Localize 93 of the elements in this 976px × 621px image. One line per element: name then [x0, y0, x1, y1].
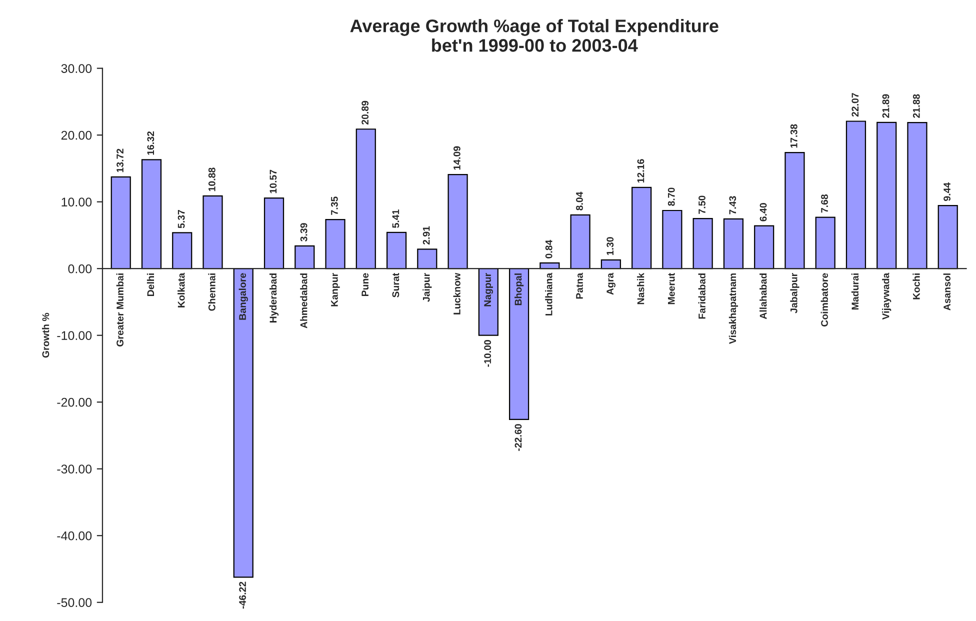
- bar: [233, 268, 254, 578]
- y-tick-label: -40.00: [57, 531, 92, 540]
- x-tick-label: Bangalore: [238, 273, 248, 320]
- data-label: 7.50: [698, 196, 706, 214]
- data-label: 7.43: [729, 196, 736, 214]
- bar: [264, 197, 284, 270]
- bar: [386, 232, 407, 270]
- x-tick-label: Nagpur: [484, 273, 493, 306]
- x-tick-label: Nashik: [637, 272, 644, 304]
- bar: [815, 216, 836, 270]
- x-tick-label: Faridabad: [698, 273, 706, 319]
- y-tick-label: 20.00: [61, 130, 92, 140]
- x-tick-label: Asansol: [943, 274, 950, 310]
- bar: [202, 195, 223, 270]
- data-label: 9.44: [944, 182, 950, 201]
- x-tick-label: Jaipur: [422, 273, 432, 302]
- data-label: 16.32: [147, 131, 154, 155]
- bar: [846, 120, 866, 270]
- x-tick-label: Ludhiana: [545, 272, 552, 316]
- x-tick-label: Allahabad: [760, 273, 767, 320]
- y-tick-label: 0.00: [68, 264, 92, 274]
- bar: [325, 218, 346, 270]
- bar: [692, 218, 713, 270]
- x-tick-label: Kochi: [912, 274, 920, 300]
- data-label: -10.00: [484, 340, 492, 367]
- data-label: 21.89: [882, 94, 890, 118]
- y-tick-label: 10.00: [62, 198, 92, 206]
- bar: [723, 218, 744, 270]
- data-label: 17.38: [790, 124, 798, 148]
- data-label: 21.88: [912, 94, 920, 118]
- bar: [632, 186, 652, 270]
- y-axis-title: Growth %: [42, 312, 50, 358]
- data-label: 12.16: [637, 159, 644, 183]
- data-label: 0.84: [545, 240, 552, 258]
- bar: [172, 232, 192, 270]
- bar: [938, 205, 958, 270]
- bar: [141, 159, 162, 270]
- x-tick-label: Pune: [362, 273, 369, 296]
- data-label: -22.60: [514, 424, 522, 451]
- data-label: 1.30: [606, 237, 614, 256]
- bar: [907, 122, 928, 270]
- bar: [754, 225, 774, 270]
- data-label: 8.04: [576, 192, 583, 210]
- x-tick-label: Chennai: [208, 274, 216, 311]
- data-label: 13.72: [116, 148, 124, 172]
- data-label: 8.70: [668, 188, 675, 206]
- bar: [294, 245, 315, 270]
- data-label: 7.35: [330, 196, 338, 215]
- data-label: 20.89: [362, 100, 369, 125]
- x-tick-label: Meerut: [668, 272, 675, 304]
- x-tick-label: Bhopal: [514, 274, 524, 306]
- bar: [662, 210, 682, 270]
- bar: [478, 268, 498, 336]
- bar: [417, 248, 438, 270]
- x-tick-label: Kolkata: [178, 272, 185, 308]
- x-tick-label: Coimbatore: [820, 273, 828, 326]
- x-tick-label: Kanpur: [331, 273, 340, 306]
- data-label: 10.88: [208, 168, 216, 192]
- bar: [508, 268, 530, 420]
- x-tick-label: Madurai: [851, 274, 859, 310]
- x-tick-label: Delhi: [146, 274, 154, 296]
- data-label: -46.22: [239, 582, 246, 609]
- x-tick-label: Hyderabad: [269, 273, 279, 322]
- x-tick-label: Ahmedabad: [300, 273, 308, 328]
- x-tick-label: Jabalpur: [790, 273, 800, 314]
- bar: [876, 122, 897, 270]
- data-label: 5.37: [178, 210, 185, 228]
- y-tick-label: -20.00: [57, 398, 92, 407]
- x-tick-label: Agra: [606, 272, 616, 295]
- x-tick-label: Lucknow: [453, 272, 460, 314]
- data-label: 6.40: [760, 203, 767, 222]
- data-label: 22.07: [852, 93, 859, 117]
- bar: [356, 128, 376, 270]
- data-label: 5.41: [392, 210, 400, 228]
- y-tick-label: -10.00: [57, 331, 92, 340]
- x-tick-label: Greater Mumbai: [116, 274, 124, 346]
- bar: [570, 214, 590, 270]
- x-tick-label: Visakhapatnam: [728, 273, 738, 344]
- data-label: 2.91: [422, 226, 430, 245]
- data-label: 3.39: [300, 223, 308, 242]
- bar: [784, 152, 805, 270]
- data-label: 10.57: [270, 170, 277, 194]
- x-tick-label: Patna: [576, 272, 583, 299]
- x-tick-label: Vijaywada: [882, 272, 892, 320]
- bar: [110, 176, 131, 270]
- data-label: 14.09: [454, 146, 460, 170]
- data-label: 7.68: [821, 194, 828, 213]
- y-tick-label: -30.00: [57, 464, 92, 474]
- x-tick-label: Surat: [392, 272, 400, 298]
- y-tick-label: -50.00: [57, 598, 92, 608]
- bar: [448, 174, 468, 270]
- y-tick-label: 30.00: [61, 64, 92, 73]
- chart-title: Average Growth %age of Total Expenditure bet'n 1999-00 to 2003-04: [350, 19, 718, 52]
